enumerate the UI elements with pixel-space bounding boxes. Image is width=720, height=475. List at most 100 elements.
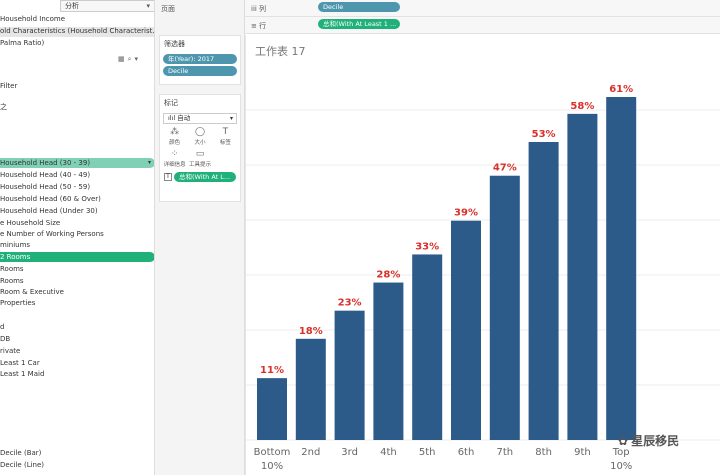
pane-toolbar: ▦⌕▾: [118, 55, 141, 64]
field-label: 之: [0, 103, 7, 111]
bar[interactable]: [295, 338, 326, 440]
x-tick-label: 8th: [535, 447, 552, 458]
field-item[interactable]: miniums: [0, 240, 154, 250]
color-icon: ⁂: [170, 127, 180, 137]
data-source-line[interactable]: Household Income: [0, 15, 66, 23]
bar[interactable]: [567, 113, 598, 441]
field-item[interactable]: Rooms: [0, 264, 154, 274]
columns-shelf: iii 列 Decile: [245, 0, 720, 17]
bar[interactable]: [334, 310, 365, 440]
tooltip-label: 工具提示: [188, 162, 211, 168]
data-label: 47%: [493, 163, 517, 174]
field-item[interactable]: Least 1 Car: [0, 358, 154, 368]
field-label: miniums: [0, 241, 31, 249]
data-label: 61%: [609, 84, 633, 95]
field-label: Rooms: [0, 277, 24, 285]
size-label: 大小: [194, 140, 206, 146]
field-item[interactable]: Decile (Line): [0, 460, 154, 470]
field-item[interactable]: Room & Executive: [0, 287, 154, 297]
filter-pill-year[interactable]: 年(Year): 2017: [163, 54, 237, 64]
field-item[interactable]: Household Head (40 - 49): [0, 170, 154, 180]
pages-shelf-label: 页面: [161, 5, 175, 13]
x-tick-label: 5th: [419, 447, 436, 458]
x-tick-label: Top: [612, 447, 630, 458]
label-label: 标签: [219, 140, 231, 146]
field-item[interactable]: Household Head (50 - 59): [0, 182, 154, 192]
sheet-title: 工作表 17: [255, 45, 306, 58]
filters-title: 筛选器: [164, 40, 185, 48]
cards-pane: 页面 筛选器 年(Year): 2017 Decile 标记 ılıl 自动 ▾…: [155, 0, 245, 475]
x-tick-label: 10%: [261, 461, 283, 472]
field-label: Household Head (50 - 59): [0, 183, 91, 191]
field-item[interactable]: DB: [0, 334, 154, 344]
x-tick-label: 7th: [496, 447, 513, 458]
chevron-down-icon: ▾: [229, 115, 233, 122]
rows-shelf: ≡ 行 总和(With At Least 1 ...: [245, 17, 720, 34]
field-item[interactable]: Properties: [0, 298, 154, 308]
field-item[interactable]: Decile (Bar): [0, 448, 154, 458]
bar[interactable]: [528, 141, 559, 440]
data-source-line[interactable]: Palma Ratio): [0, 39, 45, 47]
x-tick-label: 9th: [574, 447, 591, 458]
x-tick-label: 2nd: [301, 447, 320, 458]
bar[interactable]: [606, 97, 637, 440]
color-button[interactable]: ⁂ 颜色: [163, 127, 186, 147]
field-label: rivate: [0, 347, 21, 355]
measure-pill[interactable]: 总和(With At L...: [174, 172, 236, 182]
bar-chart: 11% Bottom 10% 18% 2nd 23% 3rd 28% 4th 33% 5th 39% 6…: [245, 35, 720, 475]
data-label: 28%: [376, 270, 400, 281]
x-tick-label: Bottom: [254, 447, 291, 458]
bar[interactable]: [451, 220, 481, 440]
detail-icon: ⁘: [170, 149, 179, 159]
worksheet-view: 工作表 17 11% Bottom 10% 18% 2nd 23% 3rd 28% 4th 33%…: [245, 35, 720, 475]
filter-pill-decile[interactable]: Decile: [163, 66, 237, 76]
selected-source-row: [0, 27, 154, 37]
tooltip-button[interactable]: ▭ 工具提示: [188, 149, 211, 169]
field-item[interactable]: rivate: [0, 346, 154, 356]
watermark: ✿ 星辰移民: [618, 432, 679, 449]
columns-pill-decile[interactable]: Decile: [318, 2, 400, 12]
chevron-down-icon[interactable]: ▾: [134, 55, 142, 63]
field-item[interactable]: e Household Size: [0, 218, 154, 228]
data-label: 39%: [454, 208, 478, 219]
grid-view-icon[interactable]: ▦: [118, 55, 128, 63]
columns-shelf-label: iii 列: [251, 5, 267, 13]
field-item[interactable]: Household Head (30 - 39) ▾: [0, 158, 154, 168]
field-item[interactable]: Filter: [0, 81, 154, 91]
mark-type-value: 自动: [177, 114, 191, 122]
data-source-line[interactable]: old Characteristics (Household Character…: [0, 27, 155, 35]
field-item[interactable]: 之: [0, 102, 154, 112]
label-type-icon: T: [164, 173, 172, 181]
field-item[interactable]: 2 Rooms: [0, 252, 154, 262]
bar[interactable]: [412, 254, 443, 440]
bar[interactable]: [257, 378, 287, 440]
field-label: e Number of Working Persons: [0, 230, 104, 238]
field-label: e Household Size: [0, 219, 61, 227]
filters-card: 筛选器 年(Year): 2017 Decile: [159, 35, 241, 85]
field-label: Decile (Line): [0, 461, 45, 469]
label-button[interactable]: T 标签: [214, 127, 237, 147]
x-tick-label: 3rd: [341, 447, 358, 458]
field-label: Household Head (Under 30): [0, 207, 98, 215]
analysis-tab[interactable]: 分析 ▾: [60, 0, 154, 12]
field-item[interactable]: Household Head (Under 30): [0, 206, 154, 216]
data-label: 11%: [260, 365, 284, 376]
bar[interactable]: [489, 175, 520, 440]
field-item[interactable]: d: [0, 322, 154, 332]
bar[interactable]: [373, 282, 404, 440]
x-tick-label: 4th: [380, 447, 397, 458]
size-button[interactable]: ◯ 大小: [188, 127, 211, 147]
size-icon: ◯: [194, 127, 206, 137]
field-item[interactable]: e Number of Working Persons: [0, 229, 154, 239]
field-item[interactable]: Rooms: [0, 276, 154, 286]
field-item[interactable]: Household Head (60 & Over): [0, 194, 154, 204]
wechat-icon: ✿: [618, 434, 629, 448]
mark-type-select[interactable]: ılıl 自动 ▾: [163, 113, 237, 124]
detail-button[interactable]: ⁘ 详细信息: [163, 149, 186, 169]
marks-card: 标记 ılıl 自动 ▾ ⁂ 颜色 ◯ 大小 T 标签 ⁘: [159, 94, 241, 202]
field-label: Least 1 Maid: [0, 370, 45, 378]
chevron-down-icon[interactable]: ▾: [147, 159, 151, 166]
search-icon[interactable]: ⌕: [127, 55, 135, 63]
field-item[interactable]: Least 1 Maid: [0, 369, 154, 379]
rows-pill-measure[interactable]: 总和(With At Least 1 ...: [318, 19, 400, 29]
